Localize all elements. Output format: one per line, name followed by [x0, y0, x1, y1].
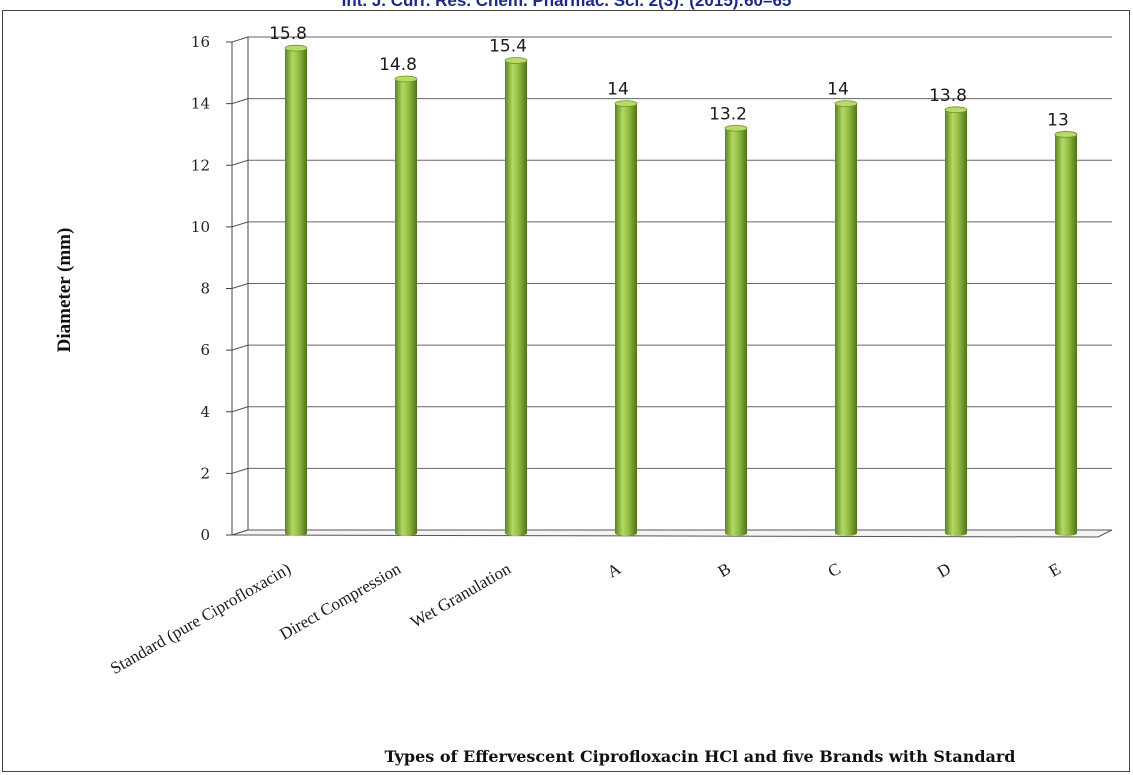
x-tick-label: Wet Granulation — [407, 559, 514, 632]
data-label: 13 — [1047, 110, 1069, 130]
grid-depth-line — [231, 221, 249, 228]
bar — [1055, 134, 1077, 536]
bar-top — [394, 75, 418, 83]
y-tick-label: 4 — [200, 403, 210, 421]
x-tick-label: D — [934, 559, 954, 582]
data-label: 13.2 — [709, 104, 747, 124]
bar-group — [834, 100, 858, 536]
bar — [835, 103, 857, 536]
y-tick-label: 0 — [200, 526, 210, 544]
bar-top — [614, 100, 638, 108]
bar — [725, 128, 747, 536]
bar-top — [1054, 131, 1078, 138]
bar-top — [504, 57, 528, 64]
grid-depth-line — [231, 344, 249, 351]
x-axis-label: Types of Effervescent Ciprofloxacin HCl … — [384, 747, 1015, 766]
bar — [395, 78, 417, 536]
data-labels: 15.8 14.8 15.4 14 13.2 14 13.8 13 — [269, 24, 1069, 130]
grid-depth-line — [231, 406, 249, 413]
bar-group — [724, 124, 748, 536]
bar — [615, 103, 637, 536]
bar — [945, 109, 967, 536]
data-label: 14 — [827, 80, 849, 100]
y-tick-label: 8 — [200, 280, 210, 298]
x-tick-label: A — [604, 559, 625, 582]
x-tick-label: B — [715, 559, 734, 581]
data-label: 14.8 — [379, 55, 417, 75]
grid-depth-line — [231, 283, 249, 289]
data-label: 13.8 — [929, 86, 967, 106]
grid-depth-line — [231, 36, 249, 43]
bar-group — [614, 100, 638, 536]
bar-group — [284, 44, 308, 536]
bar — [505, 60, 527, 537]
y-axis-label: Diameter (mm) — [54, 228, 75, 353]
x-tick-labels: Standard (pure Ciprofloxacin)Direct Comp… — [107, 559, 1064, 678]
data-label: 15.4 — [489, 36, 527, 56]
bar-group — [1054, 131, 1078, 536]
grid-depth-line — [231, 159, 249, 166]
bar — [285, 48, 307, 536]
x-tick-label: E — [1046, 559, 1064, 581]
x-tick-label: Standard (pure Ciprofloxacin) — [107, 559, 294, 678]
bars — [284, 44, 1078, 537]
y-tick-labels: 0 2 4 6 8 10 12 14 16 — [191, 33, 210, 544]
y-tick-label: 10 — [191, 218, 210, 236]
bar-top — [944, 106, 968, 114]
y-tick-label: 12 — [191, 156, 210, 174]
grid-depth-line — [231, 98, 249, 105]
axes — [226, 37, 1113, 538]
y-tick-label: 6 — [200, 341, 210, 359]
data-label: 14 — [607, 80, 629, 100]
y-tick-label: 14 — [191, 95, 210, 113]
bar-group — [944, 106, 968, 536]
grid-lines — [231, 36, 1112, 536]
bar-group — [504, 57, 528, 537]
chart-frame — [2, 10, 1130, 772]
chart-floor — [231, 529, 1113, 538]
journal-header: Int. J. Curr. Res. Chem. Pharmac. Sci. 2… — [341, 0, 792, 10]
x-tick-label: C — [825, 559, 844, 581]
grid-depth-line — [231, 467, 249, 474]
y-tick-label: 2 — [200, 464, 210, 482]
x-tick-label: Direct Compression — [276, 559, 404, 644]
bar-group — [394, 75, 418, 536]
bar-top — [284, 44, 308, 52]
bar-top — [724, 124, 748, 132]
y-tick-label: 16 — [191, 33, 210, 51]
bar-top — [834, 100, 858, 108]
data-label: 15.8 — [269, 24, 307, 44]
